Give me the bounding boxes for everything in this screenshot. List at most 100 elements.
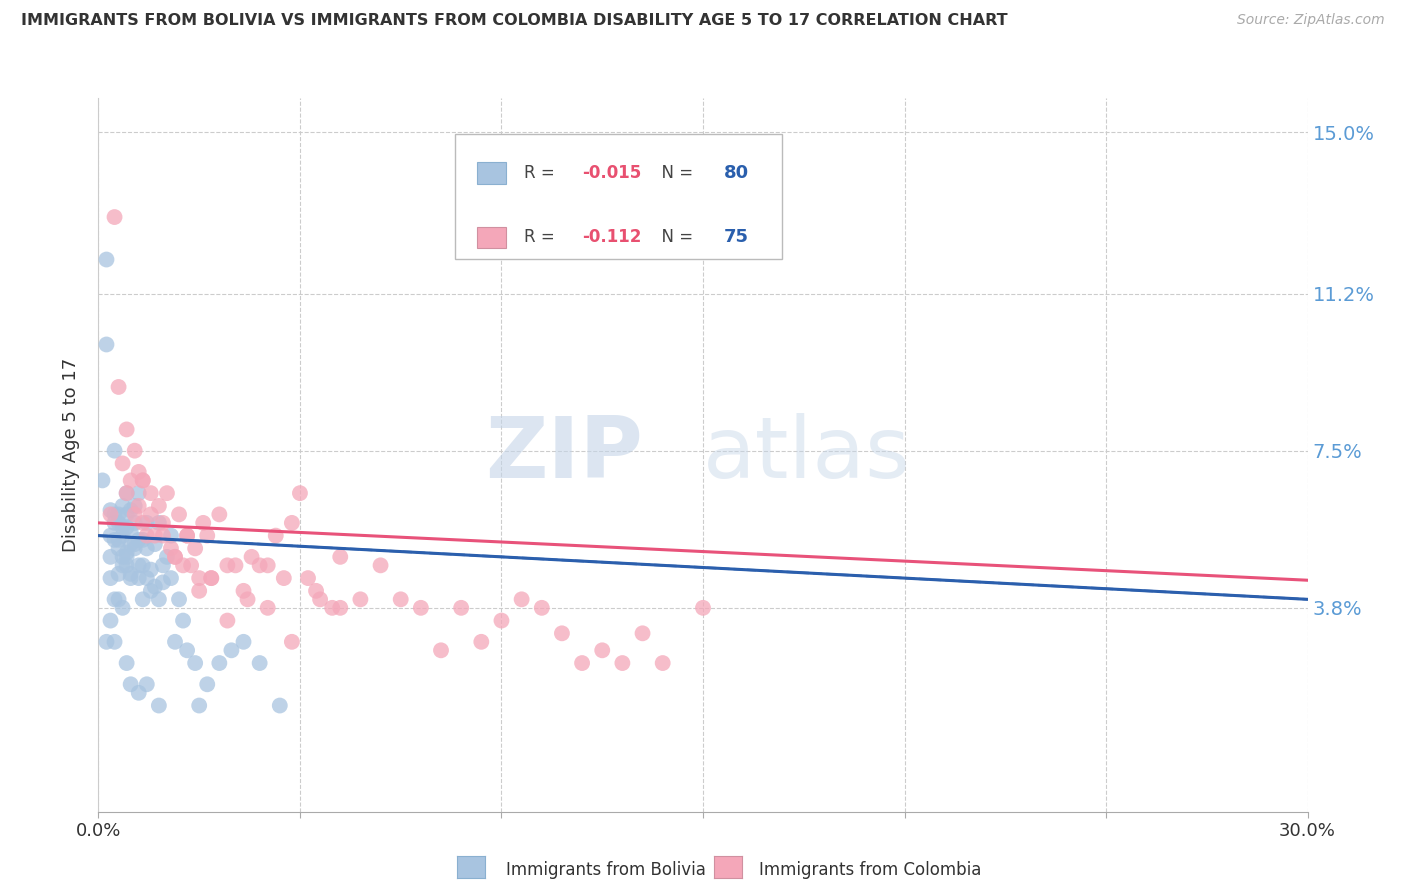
Point xyxy=(184,541,207,556)
Point xyxy=(148,698,170,713)
Text: atlas: atlas xyxy=(703,413,911,497)
Text: IMMIGRANTS FROM BOLIVIA VS IMMIGRANTS FROM COLOMBIA DISABILITY AGE 5 TO 17 CORRE: IMMIGRANTS FROM BOLIVIA VS IMMIGRANTS FR… xyxy=(21,13,1008,29)
Point xyxy=(115,422,138,436)
Point xyxy=(135,677,157,691)
Point xyxy=(135,571,157,585)
Point xyxy=(167,508,190,522)
Point xyxy=(256,600,278,615)
Point xyxy=(103,533,125,547)
Point xyxy=(111,499,134,513)
Point xyxy=(111,520,134,534)
Text: N =: N = xyxy=(651,164,699,182)
Point xyxy=(120,571,142,585)
Point xyxy=(124,508,146,522)
Point xyxy=(152,558,174,573)
Point xyxy=(115,508,138,522)
Point xyxy=(430,643,453,657)
Point xyxy=(135,528,157,542)
Point xyxy=(107,508,129,522)
FancyBboxPatch shape xyxy=(477,162,506,184)
Point xyxy=(107,533,129,547)
Point xyxy=(188,698,211,713)
Point xyxy=(156,486,179,500)
Point xyxy=(128,499,150,513)
Text: -0.112: -0.112 xyxy=(582,228,641,246)
Point xyxy=(450,600,472,615)
Point xyxy=(120,566,142,581)
Point xyxy=(281,635,304,649)
Point xyxy=(100,503,122,517)
Point xyxy=(305,583,328,598)
Point xyxy=(180,558,202,573)
Point xyxy=(200,571,222,585)
Point xyxy=(551,626,574,640)
Point xyxy=(571,656,593,670)
Point xyxy=(132,592,155,607)
Point xyxy=(132,533,155,547)
Point xyxy=(120,524,142,539)
Point xyxy=(128,571,150,585)
Point xyxy=(107,380,129,394)
Point xyxy=(176,528,198,542)
Point xyxy=(120,474,142,488)
Point xyxy=(264,528,287,542)
Point xyxy=(160,541,183,556)
Point xyxy=(103,635,125,649)
Point xyxy=(139,486,162,500)
Point xyxy=(100,614,122,628)
Point xyxy=(111,457,134,471)
Point xyxy=(236,592,259,607)
Point xyxy=(132,474,155,488)
Point xyxy=(111,558,134,573)
Point xyxy=(120,677,142,691)
Point xyxy=(195,528,218,542)
Y-axis label: Disability Age 5 to 17: Disability Age 5 to 17 xyxy=(62,358,80,552)
Point xyxy=(148,516,170,530)
Point xyxy=(148,592,170,607)
Point xyxy=(124,541,146,556)
FancyBboxPatch shape xyxy=(456,134,782,259)
Point xyxy=(115,558,138,573)
Point xyxy=(124,443,146,458)
Point xyxy=(692,600,714,615)
Point xyxy=(217,558,239,573)
Point xyxy=(273,571,295,585)
Point xyxy=(91,474,114,488)
Point xyxy=(115,486,138,500)
Text: 80: 80 xyxy=(724,164,748,182)
Point xyxy=(288,486,311,500)
Text: Immigrants from Bolivia: Immigrants from Bolivia xyxy=(506,861,706,879)
Point xyxy=(124,537,146,551)
Point xyxy=(135,541,157,556)
Point xyxy=(132,558,155,573)
Point xyxy=(103,516,125,530)
Point xyxy=(163,549,186,564)
Point xyxy=(128,533,150,547)
Text: Immigrants from Colombia: Immigrants from Colombia xyxy=(759,861,981,879)
Point xyxy=(107,592,129,607)
Point xyxy=(470,635,492,649)
Point xyxy=(156,549,179,564)
Point xyxy=(143,537,166,551)
Point xyxy=(172,614,194,628)
Point xyxy=(124,499,146,513)
Point xyxy=(139,508,162,522)
Point xyxy=(163,549,186,564)
Point xyxy=(256,558,278,573)
Point xyxy=(132,516,155,530)
Point xyxy=(224,558,246,573)
Point xyxy=(510,592,533,607)
Point xyxy=(370,558,392,573)
Text: R =: R = xyxy=(524,228,560,246)
Point xyxy=(96,252,118,267)
Text: 75: 75 xyxy=(724,228,748,246)
Point xyxy=(111,600,134,615)
Point xyxy=(132,474,155,488)
Point xyxy=(100,571,122,585)
Point xyxy=(249,656,271,670)
Point xyxy=(139,563,162,577)
Point xyxy=(100,508,122,522)
Point xyxy=(135,516,157,530)
Point xyxy=(208,656,231,670)
Point xyxy=(631,626,654,640)
